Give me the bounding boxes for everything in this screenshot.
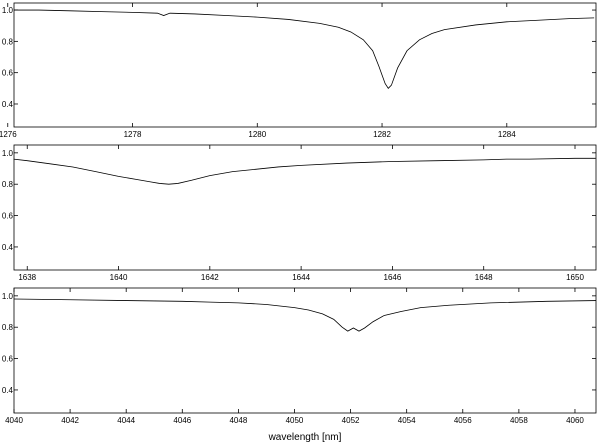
x-tick-label: 4054 [398, 416, 416, 425]
x-tick-label: 1278 [124, 130, 142, 139]
y-tick-label: 0.6 [2, 355, 14, 364]
x-tick-label: 1648 [475, 273, 493, 282]
x-tick-label: 4040 [5, 416, 23, 425]
x-axis-label: wavelength [nm] [268, 432, 342, 443]
x-tick-label: 4058 [510, 416, 528, 425]
x-tick-label: 4044 [117, 416, 135, 425]
plot-frame [13, 2, 597, 128]
x-tick-label: 4060 [566, 416, 584, 425]
x-tick-label: 1642 [201, 273, 219, 282]
y-tick-label: 0.8 [2, 180, 14, 189]
x-tick-label: 1282 [373, 130, 391, 139]
y-tick-label: 0.8 [2, 323, 14, 332]
plot-frame [13, 287, 597, 414]
y-tick-label: 0.8 [2, 37, 14, 46]
y-tick-label: 1.0 [2, 292, 14, 301]
x-tick-label: 1650 [566, 273, 584, 282]
spectrum-line [13, 298, 597, 332]
y-tick-label: 0.6 [2, 69, 14, 78]
x-tick-label: 1644 [292, 273, 310, 282]
x-tick-label: 4046 [173, 416, 191, 425]
x-tick-label: 1640 [110, 273, 128, 282]
x-tick-label: 4056 [454, 416, 472, 425]
y-tick-label: 0.4 [2, 386, 14, 395]
spectrum-line [13, 157, 596, 185]
x-tick-label: 1284 [498, 130, 516, 139]
x-tick-label: 4050 [286, 416, 304, 425]
x-tick-label: 1638 [18, 273, 36, 282]
spectrum-line [14, 9, 595, 89]
y-tick-label: 1.0 [2, 6, 14, 15]
plot-frame [13, 144, 597, 271]
x-tick-label: 4042 [61, 416, 79, 425]
y-tick-label: 0.4 [2, 243, 14, 252]
x-tick-label: 4048 [229, 416, 247, 425]
x-tick-label: 4052 [342, 416, 360, 425]
y-tick-label: 0.4 [2, 100, 14, 109]
x-tick-label: 1646 [384, 273, 402, 282]
x-tick-label: 1280 [248, 130, 266, 139]
x-tick-label: 1276 [0, 130, 17, 139]
y-tick-label: 1.0 [2, 149, 14, 158]
y-tick-label: 0.6 [2, 212, 14, 221]
